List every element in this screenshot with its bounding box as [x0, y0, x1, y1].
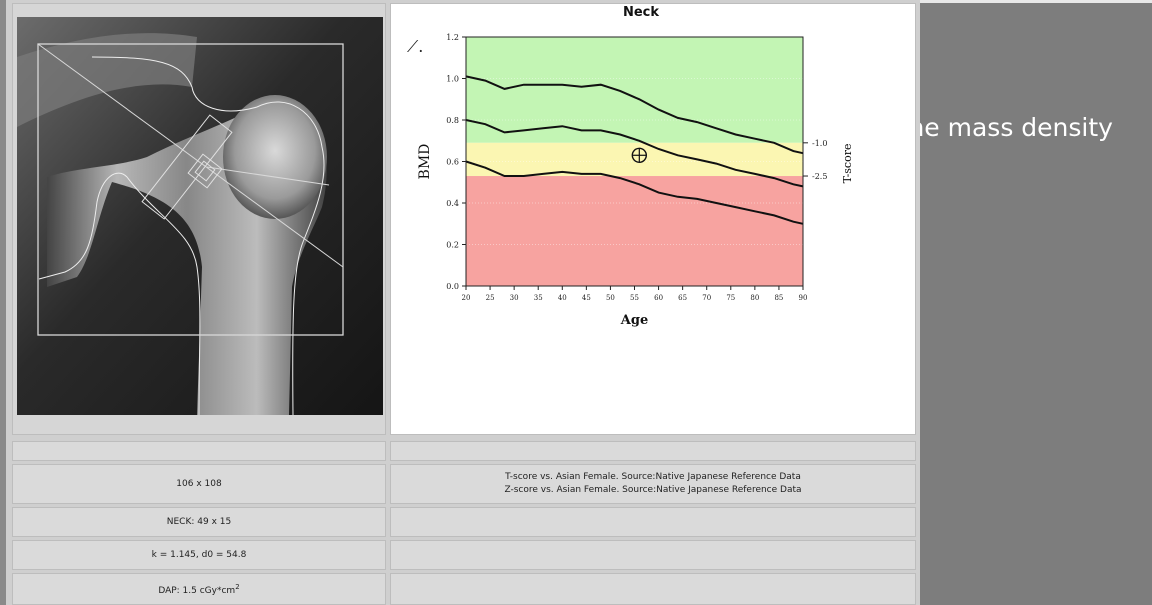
x-tick-label-3: 35	[534, 294, 543, 302]
x-tick-label-1: 25	[486, 294, 495, 302]
matrix-size-text: 106 x 108	[176, 478, 222, 489]
matrix-cell: 106 x 108	[12, 464, 386, 504]
reference-curve-0	[465, 75, 804, 155]
femur-scan-graphic	[17, 17, 383, 416]
dap-exponent: 2	[235, 582, 240, 591]
bone-contour-1	[91, 56, 258, 112]
calibration-cell: k = 1.145, d0 = 54.8	[12, 540, 386, 570]
blank-cell-right	[390, 441, 916, 461]
bone-contour-3	[38, 172, 201, 416]
dap-value: DAP: 1.5 cGy*cm	[158, 585, 236, 596]
x-tick-label-11: 75	[726, 294, 735, 302]
x-tick-label-7: 55	[630, 294, 639, 302]
dap-cell: DAP: 1.5 cGy*cm2	[12, 573, 386, 605]
pelvis-shadow	[17, 33, 197, 127]
analysis-roi-box	[37, 43, 344, 336]
blank-cell-left	[12, 441, 386, 461]
x-axis-label: Age	[620, 313, 648, 328]
neck-roi-cell: NECK: 49 x 15	[12, 507, 386, 537]
bmd-chart: Neck ⟋. 0.0 0.2 0.4 0.6 0.8 1.0 1.2 20 25 30 35 40 4…	[407, 5, 854, 328]
y-axis-label: BMD	[417, 144, 433, 180]
x-tick-label-0: 20	[462, 294, 471, 302]
x-tick-label-5: 45	[582, 294, 591, 302]
y-tick-label-1: 0.2	[446, 241, 459, 250]
caption-panel: Bone mass density	[920, 3, 1152, 605]
reference-band-0	[466, 37, 803, 143]
empty-cell-3	[390, 573, 916, 605]
report-page: Neck ⟋. 0.0 0.2 0.4 0.6 0.8 1.0 1.2 20 25 30 35 40 4…	[0, 0, 920, 605]
y2-axis-label: T-score	[841, 144, 854, 184]
reference-bands	[466, 37, 803, 286]
shaft-axis-line	[206, 166, 330, 186]
reference-cell: T-score vs. Asian Female. Source:Native …	[390, 464, 916, 504]
bone-contour-2	[256, 101, 325, 416]
empty-cell-1	[390, 507, 916, 537]
t-score-tick-label-1: -2.5	[812, 172, 827, 181]
dap-text: DAP: 1.5 cGy*cm2	[158, 581, 239, 598]
reference-curves	[465, 75, 804, 225]
neck-roi-text: NECK: 49 x 15	[166, 516, 232, 527]
chart-panel: Neck ⟋. 0.0 0.2 0.4 0.6 0.8 1.0 1.2 20 25 30 35 40 4…	[390, 3, 916, 435]
chart-title: Neck	[623, 5, 659, 20]
y-tick-label-5: 1.0	[446, 75, 459, 84]
calibration-text: k = 1.145, d0 = 54.8	[151, 549, 247, 560]
reference-curve-2	[465, 160, 804, 225]
x-tick-label-10: 70	[702, 294, 711, 302]
y-tick-label-6: 1.2	[446, 33, 459, 42]
side-caption: Bone mass density	[920, 113, 1113, 142]
y-tick-label-3: 0.6	[446, 158, 459, 167]
wards-roi-box	[187, 153, 223, 189]
y-tick-label-2: 0.4	[446, 199, 459, 208]
x-tick-label-14: 90	[799, 294, 808, 302]
empty-cell-2	[390, 540, 916, 570]
x-tick-label-4: 40	[558, 294, 567, 302]
chart-axes: 0.0 0.2 0.4 0.6 0.8 1.0 1.2 20 25 30 35 40 45 50 55 60 6…	[446, 33, 827, 302]
femur-scan-image	[17, 17, 383, 416]
x-tick-label-13: 85	[774, 294, 783, 302]
x-tick-label-6: 50	[606, 294, 615, 302]
chart-corner-mark: ⟋.	[407, 37, 423, 56]
t-score-tick-label-0: -1.0	[812, 139, 827, 148]
z-score-reference-text: Z-score vs. Asian Female. Source:Native …	[504, 485, 802, 495]
patient-marker-group	[631, 147, 648, 163]
left-edge	[0, 0, 6, 605]
reference-band-2	[466, 176, 803, 286]
femoral-head	[223, 95, 327, 219]
x-tick-label-12: 80	[750, 294, 759, 302]
y-tick-label-0: 0.0	[446, 282, 459, 291]
neck-roi-box	[141, 114, 233, 220]
reference-curve-1	[465, 119, 804, 188]
neck-axis-line	[37, 43, 344, 268]
y-tick-label-4: 0.8	[446, 116, 459, 125]
x-tick-label-8: 60	[654, 294, 663, 302]
x-tick-label-2: 30	[510, 294, 519, 302]
x-tick-label-9: 65	[678, 294, 687, 302]
t-score-reference-text: T-score vs. Asian Female. Source:Native …	[505, 472, 801, 482]
